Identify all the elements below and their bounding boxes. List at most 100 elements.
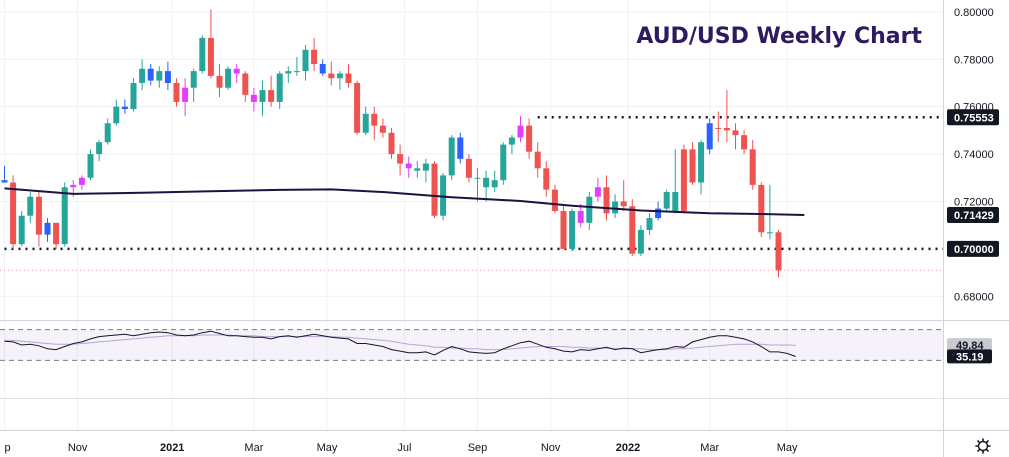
candle-body	[534, 151, 541, 169]
candle-body	[96, 142, 103, 155]
candle-body	[87, 154, 94, 178]
candle-body	[629, 206, 636, 254]
candle-body	[259, 90, 266, 102]
candle-body	[663, 192, 670, 209]
candle-body	[594, 187, 601, 197]
rsi-pane	[0, 329, 943, 361]
candle-body	[44, 222, 51, 235]
candle-body	[491, 180, 498, 188]
candle-body	[422, 163, 429, 171]
time-tick-label: p	[5, 442, 11, 454]
candle-body	[741, 135, 748, 150]
candle-body	[758, 184, 765, 233]
candle-body	[121, 106, 128, 110]
candle-body	[405, 163, 412, 169]
candle-body	[775, 232, 782, 271]
price-badge	[947, 207, 999, 224]
candle-body	[10, 182, 17, 245]
candles	[1, 9, 782, 278]
candle-body	[354, 82, 361, 133]
candle-body	[285, 71, 292, 74]
price-badge	[947, 109, 999, 126]
candle-body	[362, 113, 369, 133]
candle-body	[250, 94, 257, 102]
time-tick-label: Mar	[244, 442, 263, 454]
candle-body	[216, 75, 223, 88]
candle-body	[225, 68, 232, 88]
price-badge-label: 0.70000	[954, 244, 994, 256]
candle-body	[147, 68, 154, 81]
time-tick-label: May	[777, 442, 798, 454]
candle-body	[242, 73, 249, 95]
candle-body	[319, 64, 326, 74]
candle-body	[766, 232, 773, 234]
candle-body	[603, 187, 610, 214]
time-tick-label: Jul	[397, 442, 411, 454]
candle-body	[302, 49, 309, 72]
candle-body	[182, 87, 189, 102]
candle-body	[526, 125, 533, 152]
candle-body	[345, 73, 352, 83]
candle-body	[698, 142, 705, 183]
candle-body	[483, 177, 490, 188]
candle-body	[379, 125, 386, 133]
candle-body	[311, 49, 318, 64]
price-tick-label: 0.72000	[954, 196, 994, 208]
candle-body	[560, 210, 567, 249]
candle-body	[35, 196, 42, 235]
candle-body	[328, 73, 335, 79]
candle-body	[448, 137, 455, 176]
candle-body	[457, 137, 464, 159]
time-tick-label: Nov	[68, 442, 88, 454]
price-tick-label: 0.78000	[954, 54, 994, 66]
candle-body	[586, 196, 593, 223]
candle-body	[577, 210, 584, 223]
candle-body	[612, 201, 619, 214]
candle-body	[551, 189, 558, 211]
candle-body	[732, 130, 739, 136]
rsi-badge	[947, 338, 992, 353]
candle-body	[723, 128, 730, 131]
price-tick-label: 0.68000	[954, 291, 994, 303]
time-tick-label: Mar	[700, 442, 719, 454]
candle-body	[190, 71, 197, 88]
price-tick-label: 0.74000	[954, 149, 994, 161]
price-tick-label: 0.80000	[954, 7, 994, 19]
candle-body	[474, 177, 481, 179]
candle-body	[336, 73, 343, 79]
candle-body	[371, 113, 378, 126]
candle-body	[139, 68, 146, 83]
candle-body	[1, 180, 8, 183]
rsi-badge	[947, 349, 992, 364]
candle-body	[293, 71, 300, 73]
candle-body	[156, 71, 163, 81]
candle-body	[431, 163, 438, 216]
candle-body	[569, 210, 576, 249]
candle-body	[164, 71, 171, 83]
candle-body	[199, 37, 206, 72]
price-axis: 0.800000.780000.760000.740000.720000.680…	[947, 7, 999, 364]
candle-body	[53, 222, 60, 245]
candle-body	[508, 137, 515, 145]
candle-body	[233, 68, 240, 74]
horizontal-levels	[0, 116, 943, 271]
candle-body	[207, 37, 214, 76]
candle-body	[18, 215, 25, 245]
candle-body	[749, 149, 756, 185]
rsi-signal-line	[4, 334, 796, 351]
rsi-line	[4, 330, 796, 357]
candle-body	[414, 168, 421, 171]
candle-body	[113, 106, 120, 124]
settings-gear-icon[interactable]	[975, 438, 991, 454]
time-tick-label: May	[317, 442, 338, 454]
candle-body	[104, 123, 111, 143]
time-tick-label: 2021	[160, 442, 184, 454]
candle-body	[646, 218, 653, 230]
rsi-badge-label: 35.19	[956, 351, 984, 363]
candle-body	[715, 128, 722, 129]
price-badge-label: 0.71429	[954, 210, 994, 222]
candle-body	[27, 196, 34, 216]
candle-body	[517, 125, 524, 138]
rsi-badge-label: 49.84	[956, 340, 984, 352]
